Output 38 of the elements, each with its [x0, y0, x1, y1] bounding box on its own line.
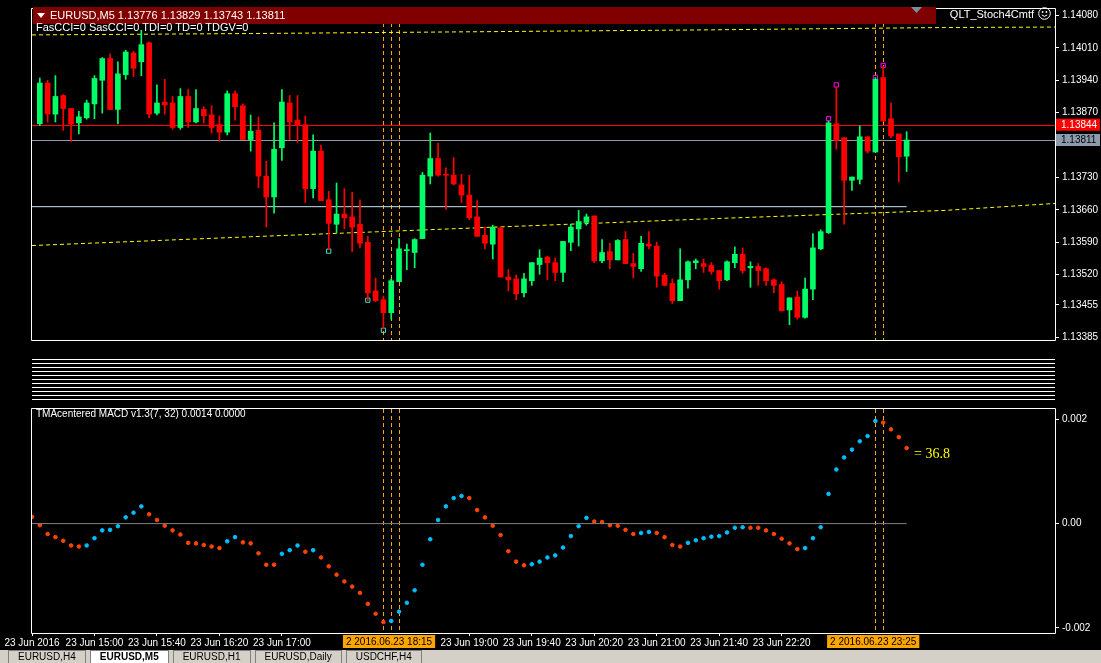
chart-title: EURUSD,M5 1.13776 1.13829 1.13743 1.13811 [50, 9, 286, 21]
tab: EURUSD,H1 [172, 650, 251, 663]
y-tick-label: 1.13870 [1062, 106, 1099, 118]
x-tick-label: 23 Jun 15:00 [65, 636, 124, 648]
y-tick-label: 0.00 [1062, 517, 1082, 529]
ref-line-label: 1.13844 [1061, 118, 1098, 130]
y-tick-label: 1.14080 [1062, 9, 1099, 21]
y-tick-label: 1.14010 [1062, 41, 1099, 53]
annotation: QLT_Stoch4Cmtf [949, 8, 1034, 20]
x-tick-label: 23 Jun 16:20 [190, 636, 249, 648]
x-tick-label: 23 Jun 22:20 [752, 636, 812, 648]
y-tick-label: 1.13660 [1062, 203, 1099, 215]
x-tick-label: 23 Jun 15:40 [128, 636, 187, 648]
y-tick-label: 1.13520 [1062, 268, 1099, 280]
text: FasCCI=0 SasCCI=0 TDI=0 TD=0 TDGV=0 [36, 21, 249, 33]
tab: EURUSD,H4 [8, 650, 86, 663]
x-tick-label: 23 Jun 2016 [4, 636, 60, 648]
y-tick-label: 1.13940 [1062, 74, 1099, 86]
x-tick-label: 23 Jun 21:00 [627, 636, 687, 648]
y-tick-label: -0.002 [1062, 621, 1091, 633]
y-tick-label: 1.13730 [1062, 171, 1099, 183]
tab: EURUSD,M5 [89, 650, 169, 663]
tab: USDCHF,H4 [345, 650, 422, 663]
ref-line-label: 1.13811 [1061, 134, 1097, 146]
x-tick-label: 23 Jun 19:40 [502, 636, 562, 648]
chart-title: TMAcentered MACD v1.3(7, 32) 0.0014 0.0000 [36, 408, 246, 419]
tab: EURUSD,Daily [254, 650, 342, 663]
annotation: = 36.8 [914, 445, 950, 461]
x-tick-label: 23 Jun 20:20 [565, 636, 624, 648]
x-tick-label: 23 Jun 19:00 [440, 636, 499, 648]
y-tick-label: 0.002 [1062, 413, 1088, 425]
ref-line-label: 2 2016.06.23 23:25 [830, 635, 917, 647]
x-tick-label: 23 Jun 17:00 [252, 636, 312, 648]
y-tick-label: 1.13455 [1062, 298, 1099, 310]
y-tick-label: 1.13385 [1062, 330, 1099, 342]
x-tick-label: 23 Jun 21:40 [690, 636, 749, 648]
ref-line-label: 2 2016.06.23 18:15 [345, 635, 433, 647]
y-tick-label: 1.13590 [1062, 236, 1099, 248]
